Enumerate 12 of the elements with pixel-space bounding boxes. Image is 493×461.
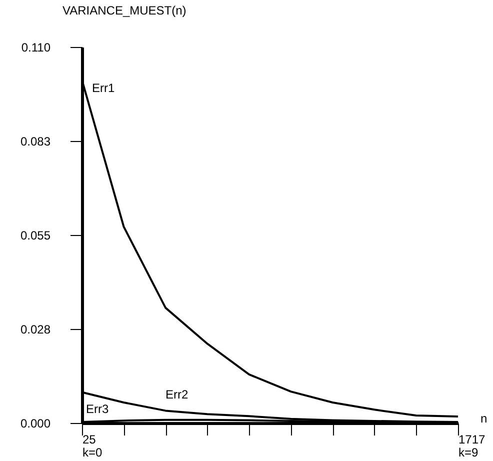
y-tick-label: 0.028 — [20, 322, 51, 336]
y-tick-label: 0.110 — [21, 40, 51, 54]
series-label: Err1 — [92, 81, 115, 96]
x-axis-title: n — [480, 412, 488, 426]
series-label: Err2 — [166, 388, 189, 402]
y-tick-label: 0.083 — [20, 134, 51, 148]
series-label: Err3 — [86, 402, 109, 416]
y-axis-title: VARIANCE_MUEST(n) — [62, 4, 186, 18]
x-tick-label: 25 k=0 — [82, 432, 103, 460]
y-tick-label: 0.055 — [20, 228, 51, 242]
y-tick-label: 0.000 — [20, 416, 51, 430]
x-tick-label: 1717 k=9 — [458, 432, 486, 460]
